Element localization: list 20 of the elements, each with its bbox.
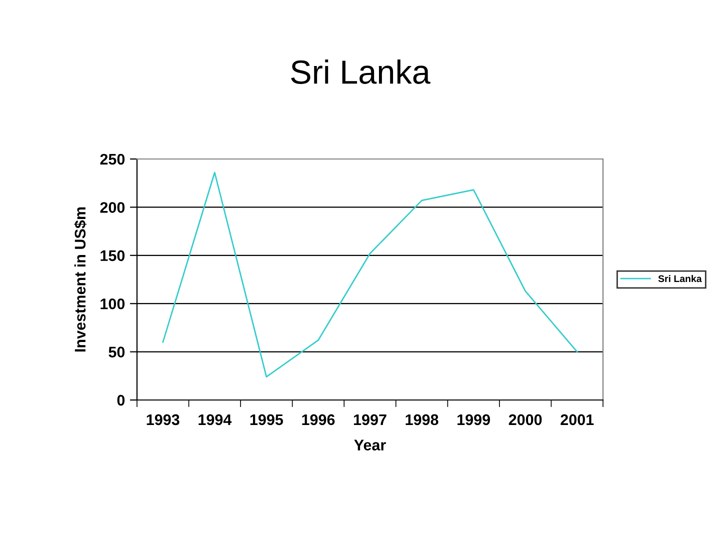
y-axis-title: Investment in US$m [74, 207, 87, 352]
y-tick-label: 50 [108, 346, 125, 358]
legend-label: Sri Lanka [658, 274, 702, 282]
x-axis-title: Year [354, 440, 386, 450]
y-tick-label: 150 [100, 250, 125, 262]
x-tick-label: 2001 [560, 414, 594, 426]
x-tick-label: 1998 [406, 414, 438, 426]
y-tick-label: 250 [100, 154, 125, 165]
x-tick-label: 1997 [354, 414, 386, 426]
x-tick-label: 2000 [508, 414, 542, 426]
chart-title: Sri Lanka [291, 59, 430, 84]
y-tick-label: 0 [117, 394, 125, 406]
x-tick-label: 1994 [198, 414, 232, 426]
x-tick-label: 1999 [458, 414, 490, 426]
x-tick-label: 1996 [302, 414, 335, 426]
x-tick-label: 1995 [250, 414, 284, 426]
y-tick-label: 100 [100, 298, 125, 310]
x-tick-label: 1993 [146, 414, 180, 426]
line-series [162, 172, 578, 378]
y-tick-label: 200 [100, 202, 125, 213]
